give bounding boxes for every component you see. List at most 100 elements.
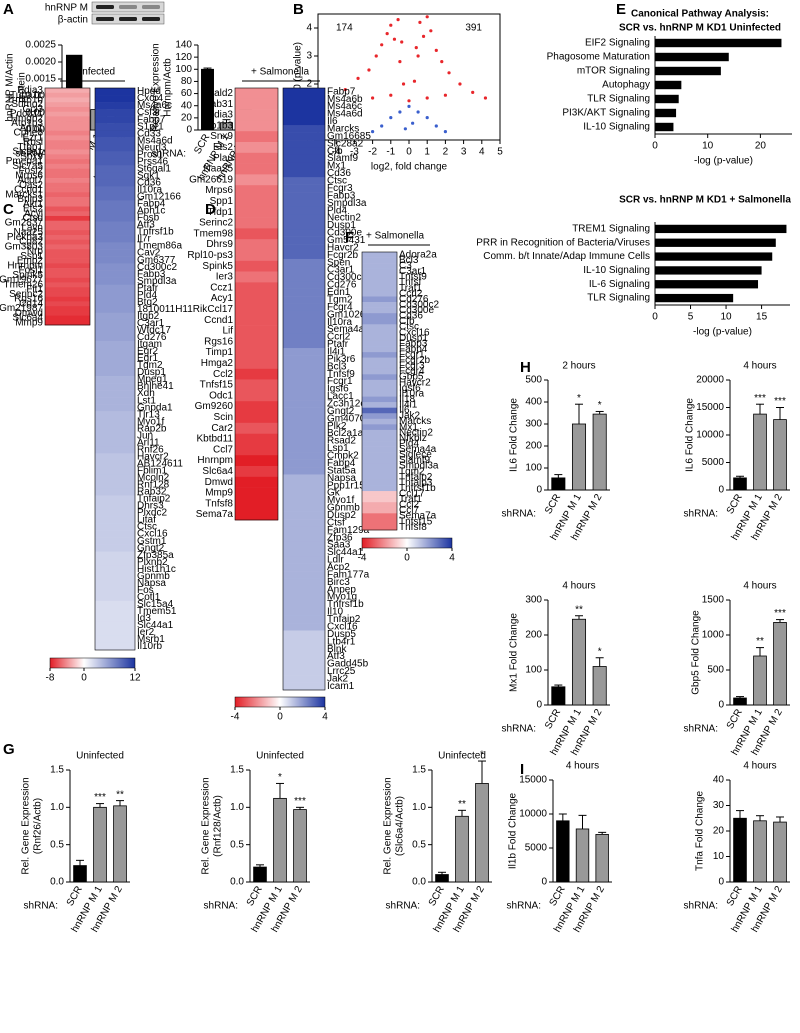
heatmap-cell <box>235 206 278 218</box>
gene-label: Rab31 <box>204 99 234 110</box>
gene-label: Hpgd <box>137 86 161 97</box>
gene-label: Dusp1 <box>399 333 428 344</box>
heatmap-cell <box>95 446 135 454</box>
panel-letter: D <box>205 201 216 218</box>
point <box>392 37 397 41</box>
x-axis-label: shRNA: <box>152 149 186 160</box>
y-axis-label: IL6 Fold Change <box>685 398 696 472</box>
heatmap-cell <box>95 228 135 236</box>
point <box>398 110 402 114</box>
point <box>425 96 429 100</box>
heatmap-cell <box>283 192 325 200</box>
y-axis-label: -log10 (p-value) <box>293 42 304 112</box>
gene-label: Fcgr1 <box>327 376 353 387</box>
heatmap-cell <box>45 97 90 103</box>
y-tick-label: 0.0000 <box>25 125 56 136</box>
y-tick-label: 20 <box>713 826 725 837</box>
gene-label: C3ar1 <box>137 318 165 329</box>
heatmap-cell <box>283 511 325 520</box>
heatmap-cell <box>283 489 325 498</box>
heatmap-cell <box>283 415 325 423</box>
gene-label: Marcks <box>399 416 431 427</box>
y-tick-label: IL-10 Signaling <box>583 265 650 276</box>
heatmap-cell <box>235 185 278 197</box>
gene-label: Acy1 <box>211 293 234 304</box>
gene-label: Fcgr2b <box>399 355 431 366</box>
gene-label: Atf3 <box>327 651 345 662</box>
y-tick-label: 0.0 <box>412 877 426 888</box>
gene-label: Spink5 <box>12 270 43 281</box>
gene-label: Gm10260 <box>327 309 371 320</box>
gene-label: Ms4a6d <box>327 109 363 120</box>
heatmap-cell <box>362 452 397 459</box>
y-tick-label: IL-6 Signaling <box>589 279 650 290</box>
gene-label: Rpl10-ps3 <box>187 250 233 261</box>
gene-label: Gm4070 <box>327 413 366 424</box>
gene-label: Icam1 <box>327 681 355 692</box>
heatmap-cell <box>283 102 325 111</box>
gene-label: Cd300c2 <box>399 299 439 310</box>
gene-label: Zfp36 <box>327 532 353 543</box>
heatmap-cell <box>283 266 325 275</box>
gene-label: Ccl17 <box>399 489 425 500</box>
gene-label: Tmem51 <box>137 606 177 617</box>
heatmap-cell <box>362 274 397 281</box>
gene-label: Ms4a6c <box>137 100 172 111</box>
heatmap-cell <box>45 187 90 193</box>
gene-label: Dusp1 <box>327 220 356 231</box>
heatmap-frame <box>44 87 91 326</box>
heatmap-cell <box>45 215 90 222</box>
gene-label: Mcoln2 <box>137 473 170 484</box>
gene-label: Tnfrsf1b <box>137 227 174 238</box>
blot-band <box>119 5 137 9</box>
colorbar-tick-label: 4 <box>449 553 455 564</box>
heatmap-cell <box>95 200 135 208</box>
x-axis-label: shRNA: <box>386 901 420 912</box>
heatmap-cell <box>362 391 397 397</box>
gene-label: Lst1 <box>137 395 156 406</box>
heatmap-cell <box>283 392 325 401</box>
heatmap-cell <box>95 305 135 314</box>
heatmap-cell <box>235 368 278 380</box>
gene-label: Csf3r <box>137 107 162 118</box>
gene-label: Cd300c2 <box>327 272 367 283</box>
heatmap-cell <box>95 242 135 250</box>
gene-label: Tnfaip2 <box>137 494 171 505</box>
heatmap-cell <box>283 214 325 223</box>
gene-label: Gm6377 <box>137 255 176 266</box>
x-axis-label: shRNA: <box>684 901 718 912</box>
gene-label: Plxnb2 <box>137 557 168 568</box>
gene-label: Atp1b3 <box>11 118 43 129</box>
y-axis-label: Rel. Gene Expression <box>201 777 212 874</box>
y-tick-label: 0 <box>718 485 724 496</box>
annotation: 174 <box>336 23 353 34</box>
gene-label: Itgam <box>137 339 162 350</box>
chart-subtitle: SCR vs. hnRNP M KD1 Uninfected <box>619 23 781 34</box>
y-tick-label: 40 <box>713 775 725 786</box>
gene-label: Ltb4r1 <box>327 636 356 647</box>
y-tick-label: 0 <box>536 700 542 711</box>
heatmap-cell <box>235 163 278 175</box>
heatmap-cell <box>45 277 90 283</box>
heatmap-cell <box>45 140 90 146</box>
heatmap-cell <box>283 504 325 512</box>
bar <box>592 413 607 491</box>
heatmap-cell <box>362 257 397 264</box>
gene-label: Tnfsf9 <box>327 369 355 380</box>
heatmap-cell <box>283 206 325 215</box>
heatmap-cell <box>362 279 397 286</box>
y-axis-label: hnRNP M/Actin <box>5 53 16 121</box>
gene-label: Il18 <box>399 394 416 405</box>
bar <box>733 477 747 491</box>
heatmap-cell <box>95 291 135 300</box>
x-tick-label: 10 <box>720 312 732 323</box>
bar <box>733 817 747 883</box>
x-tick-label: SCR <box>725 884 745 908</box>
x-axis-label: shRNA: <box>24 901 58 912</box>
significance-label: * <box>598 646 602 657</box>
heatmap-cell <box>95 418 135 426</box>
gene-label: Bcl2a1a <box>327 428 364 439</box>
heatmap-cell <box>95 270 135 278</box>
heatmap-cell <box>95 109 135 117</box>
